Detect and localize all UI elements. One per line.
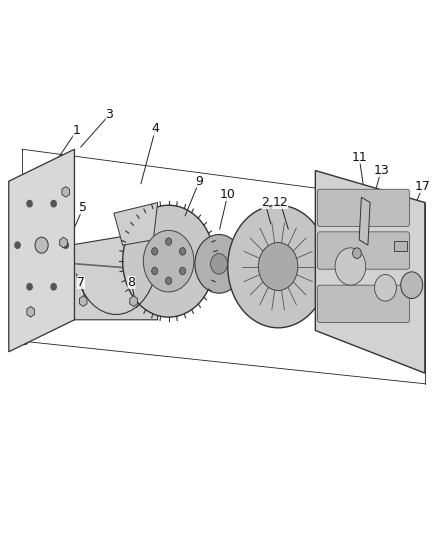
Text: 12: 12	[272, 196, 288, 209]
Text: 11: 11	[351, 151, 367, 164]
Text: 5: 5	[79, 201, 87, 214]
Polygon shape	[315, 171, 425, 373]
Text: 3: 3	[106, 108, 113, 121]
Circle shape	[63, 242, 68, 248]
Circle shape	[123, 205, 215, 317]
Circle shape	[27, 200, 32, 207]
Text: 10: 10	[220, 188, 236, 201]
Text: 16: 16	[402, 207, 417, 220]
Text: 8: 8	[127, 276, 135, 289]
Circle shape	[152, 267, 158, 274]
Bar	[394, 241, 407, 251]
Text: 4: 4	[152, 123, 159, 135]
FancyBboxPatch shape	[318, 232, 410, 269]
Text: 7: 7	[77, 276, 85, 289]
Text: 1: 1	[73, 124, 81, 137]
Circle shape	[27, 284, 32, 290]
Circle shape	[15, 242, 20, 248]
Circle shape	[143, 230, 194, 292]
Circle shape	[195, 235, 243, 293]
Polygon shape	[9, 149, 74, 352]
Circle shape	[152, 248, 158, 255]
Circle shape	[258, 243, 298, 290]
Circle shape	[335, 248, 366, 285]
Text: 3: 3	[20, 335, 28, 348]
Polygon shape	[70, 229, 166, 320]
Circle shape	[180, 267, 186, 274]
Circle shape	[401, 272, 423, 298]
Text: 14: 14	[404, 231, 420, 244]
FancyBboxPatch shape	[318, 285, 410, 322]
Circle shape	[374, 274, 396, 301]
Circle shape	[166, 277, 172, 285]
Circle shape	[211, 254, 227, 274]
Polygon shape	[114, 203, 158, 245]
Circle shape	[166, 238, 172, 245]
Circle shape	[228, 205, 328, 328]
Circle shape	[51, 200, 56, 207]
Circle shape	[180, 248, 186, 255]
FancyBboxPatch shape	[318, 189, 410, 227]
Circle shape	[353, 248, 361, 259]
Polygon shape	[359, 197, 370, 245]
Text: 15: 15	[343, 220, 358, 233]
Text: 13: 13	[373, 164, 389, 177]
Text: 6: 6	[9, 316, 17, 329]
Text: 2: 2	[261, 196, 269, 209]
Text: 17: 17	[415, 180, 431, 193]
Circle shape	[35, 237, 48, 253]
Circle shape	[51, 284, 56, 290]
Text: 9: 9	[195, 175, 203, 188]
